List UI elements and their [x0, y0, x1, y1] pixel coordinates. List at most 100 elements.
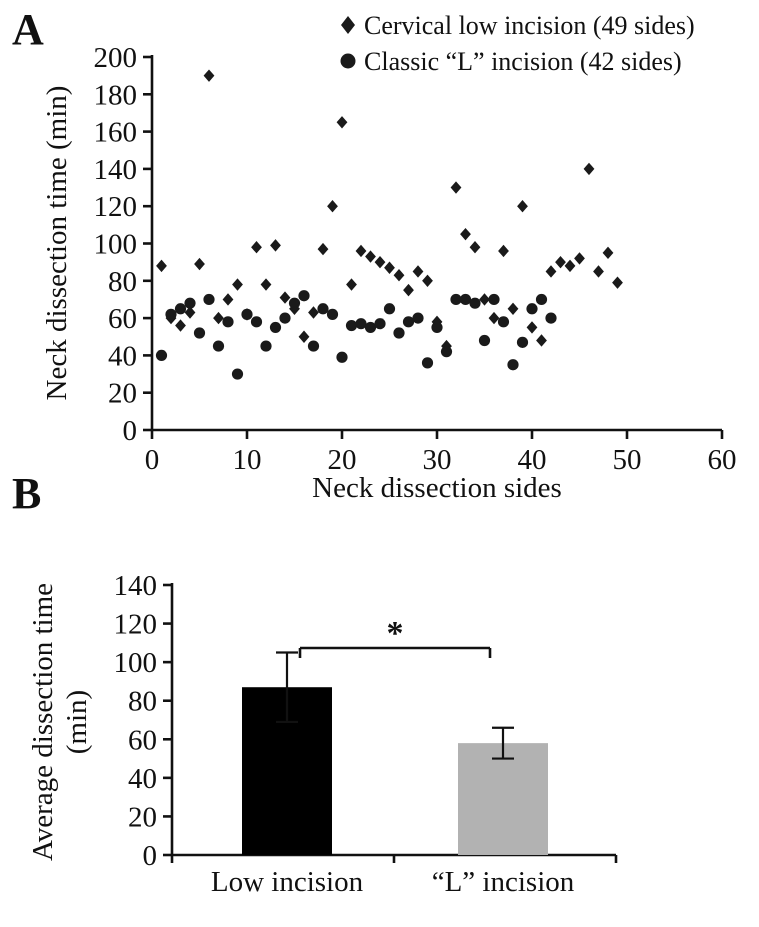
scatter-point-circle — [203, 293, 215, 306]
scatter-point-circle — [469, 297, 481, 309]
scatter-point-circle — [231, 368, 244, 380]
scatter-point-diamond — [593, 265, 604, 278]
scatter-point-circle — [222, 316, 234, 328]
y-tick-label: 100 — [114, 647, 158, 679]
y-tick-label: 160 — [94, 117, 138, 149]
scatter-point-circle — [459, 293, 472, 306]
scatter-point-circle — [165, 308, 177, 320]
legend-circle-icon — [340, 53, 356, 69]
scatter-point-diamond — [564, 259, 576, 273]
scatter-point-circle — [421, 357, 434, 369]
y-tick-label: 100 — [94, 229, 138, 261]
x-tick-label: 40 — [518, 444, 547, 476]
scatter-point-circle — [241, 308, 253, 320]
scatter-point-diamond — [355, 244, 367, 258]
scatter-point-diamond — [222, 293, 234, 306]
scatter-point-circle — [450, 293, 462, 306]
x-tick-label: 20 — [328, 444, 357, 476]
scatter-point-diamond — [583, 162, 595, 176]
scatter-point-diamond — [194, 257, 205, 271]
y-tick-label: 140 — [114, 570, 158, 602]
scatter-point-circle — [412, 312, 424, 324]
y-tick-label: 120 — [94, 191, 138, 223]
scatter-point-circle — [526, 303, 538, 315]
y-tick-label: 0 — [143, 840, 158, 872]
legend: Cervical low incision (49 sides) Classic… — [340, 11, 695, 76]
scatter-point-diamond — [213, 311, 224, 325]
scatter-point-diamond — [184, 306, 196, 319]
scatter-point-circle — [193, 327, 206, 339]
scatter-point-circle — [545, 312, 557, 324]
scatter-point-circle — [516, 336, 529, 348]
y-tick-label: 40 — [128, 763, 157, 795]
y-tick-label: 60 — [108, 303, 137, 335]
scatter-point-circle — [478, 334, 491, 347]
scatter-plot: 0 20 40 60 80 100 120 140 160 180 200 0 10 20 30 40 50 60 — [94, 42, 737, 476]
scatter-point-diamond — [336, 116, 348, 129]
legend-diamond-icon — [341, 16, 355, 34]
scatter-point-circle — [402, 316, 415, 328]
scatter-point-diamond — [327, 200, 338, 213]
scatter-point-circle — [269, 321, 282, 334]
legend-label-low-incision: Cervical low incision (49 sides) — [364, 11, 695, 40]
scatter-point-circle — [174, 303, 187, 315]
scatter-point-diamond — [298, 330, 310, 343]
x-tick-label: 60 — [708, 444, 737, 476]
scatter-point-diamond — [346, 278, 357, 291]
scatter-point-diamond — [536, 334, 547, 347]
scatter-point-diamond — [545, 265, 557, 278]
scatter-point-diamond — [479, 293, 490, 306]
y-tick-label: 80 — [108, 266, 137, 298]
scatter-point-diamond — [517, 200, 528, 213]
scatter-point-circle — [326, 308, 339, 320]
scatter-point-diamond — [612, 276, 623, 289]
scatter-point-circle — [374, 318, 386, 330]
y-tick-label: 140 — [94, 154, 138, 186]
scatter-point-diamond — [365, 250, 376, 263]
panel-a-x-axis-title: Neck dissection sides — [312, 472, 562, 504]
scatter-point-diamond — [450, 181, 462, 194]
scatter-point-diamond — [412, 265, 424, 278]
scatter-point-diamond — [574, 252, 585, 265]
scatter-point-diamond — [403, 283, 414, 297]
scatter-point-diamond — [156, 259, 167, 273]
legend-label-l-incision: Classic “L” incision (42 sides) — [364, 47, 682, 76]
scatter-point-circle — [431, 321, 443, 334]
y-tick-label: 60 — [128, 724, 157, 756]
scatter-point-circle — [383, 303, 396, 315]
scatter-point-diamond — [260, 278, 272, 291]
scatter-point-circle — [393, 327, 405, 339]
scatter-point-diamond — [232, 278, 243, 291]
x-tick-label: 0 — [145, 444, 160, 476]
scatter-point-diamond — [374, 255, 386, 269]
panel-a-label: A — [12, 5, 44, 54]
x-tick-label: 10 — [233, 444, 262, 476]
y-tick-label: 180 — [94, 79, 138, 111]
scatter-point-circle — [288, 297, 301, 309]
y-tick-label: 200 — [94, 42, 138, 74]
y-tick-label: 40 — [108, 340, 137, 372]
bar-label-l-incision: “L” incision — [432, 866, 575, 898]
scatter-point-circle — [317, 303, 329, 315]
scatter-point-circle — [507, 359, 519, 371]
scatter-point-diamond — [498, 244, 509, 258]
y-tick-label: 120 — [114, 609, 158, 641]
scatter-point-diamond — [251, 241, 262, 254]
scatter-point-diamond — [555, 255, 566, 269]
scatter-point-diamond — [460, 227, 471, 241]
significance-star: * — [387, 615, 404, 652]
scatter-point-diamond — [469, 241, 481, 254]
x-tick-label: 50 — [613, 444, 642, 476]
scatter-point-diamond — [602, 246, 614, 260]
y-tick-label: 80 — [128, 686, 157, 718]
scatter-point-diamond — [203, 69, 215, 82]
scatter-point-circle — [364, 321, 377, 334]
x-tick-label: 30 — [423, 444, 452, 476]
scatter-point-diamond — [270, 239, 281, 252]
scatter-point-circle — [440, 346, 453, 358]
y-tick-label: 20 — [128, 801, 157, 833]
scatter-point-circle — [260, 340, 272, 352]
scatter-point-circle — [279, 312, 291, 324]
